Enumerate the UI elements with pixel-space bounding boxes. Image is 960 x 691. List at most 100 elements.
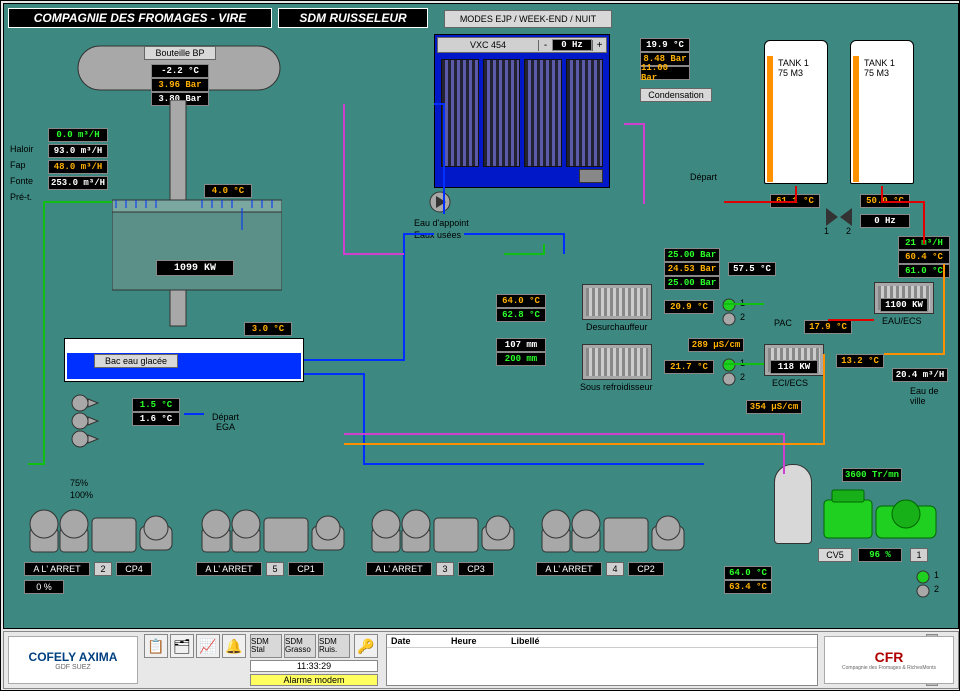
- eci-flow: 20.4 m³/H: [892, 368, 948, 382]
- vxc-pump-icon: [428, 190, 452, 214]
- cv5-name: CV5: [818, 548, 852, 562]
- cv5-pct: 96 %: [858, 548, 902, 562]
- pump-pair-4-icon: [722, 372, 738, 386]
- cv5-rpm: 3600 Tr/mn: [842, 468, 902, 482]
- vxc-hz: 0 Hz: [552, 39, 592, 51]
- cp1-num[interactable]: 5: [266, 562, 284, 576]
- right-t1: 60.4 °C: [898, 250, 950, 264]
- cp4-num[interactable]: 2: [94, 562, 112, 576]
- cp3-status: A L' ARRET: [366, 562, 432, 576]
- pump-pair-1-icon: [722, 298, 738, 312]
- mode-button[interactable]: MODES EJP / WEEK-END / NUIT: [444, 10, 612, 28]
- toolbar-alarm-icon[interactable]: 🔔: [222, 634, 246, 658]
- tank1-temp: 61.1 °C: [770, 194, 820, 208]
- sous-temp: 21.7 °C: [664, 360, 714, 374]
- cp4-pct: 0 %: [24, 580, 64, 594]
- mid-bar3: 25.00 Bar: [664, 276, 720, 290]
- cv5-p1-num: 1: [934, 570, 939, 580]
- sdm-grasso-button[interactable]: SDM Grasso: [284, 634, 316, 658]
- main-power: 1099 KW: [156, 260, 234, 276]
- cv5-pump2-icon: [916, 584, 932, 598]
- cp1-status: A L' ARRET: [196, 562, 262, 576]
- mid-t628: 62.8 °C: [496, 308, 546, 322]
- desur-temp: 20.9 °C: [664, 300, 714, 314]
- sdm-ruis-button[interactable]: SDM Ruis.: [318, 634, 350, 658]
- cv5-t2: 63.4 °C: [724, 580, 772, 594]
- right-t2: 61.0 °C: [898, 264, 950, 278]
- vxc-plus[interactable]: +: [592, 40, 606, 51]
- cond2: 354 µS/cm: [746, 400, 802, 414]
- pump-pair-1-num: 1: [740, 298, 745, 308]
- fap-label: Fap: [10, 160, 26, 170]
- compressor-cv5: [822, 486, 942, 544]
- col-libelle: Libellé: [507, 635, 817, 647]
- ville-label: Eau de ville: [910, 386, 939, 406]
- bouteille-bp-label: Bouteille BP: [144, 46, 216, 60]
- logo-cofely: COFELY AXIMA GDF SUEZ: [8, 636, 138, 684]
- pump-pair-4-num: 2: [740, 372, 745, 382]
- pump-t1: 1.5 °C: [132, 398, 180, 412]
- pump-t2: 1.6 °C: [132, 412, 180, 426]
- col-heure: Heure: [447, 635, 507, 647]
- pac-label: PAC: [774, 318, 792, 328]
- condensation-button[interactable]: Condensation: [640, 88, 712, 102]
- cv5-pump1-icon: [916, 570, 932, 584]
- pump-pair-2-num: 2: [740, 312, 745, 322]
- cv5-t1: 64.0 °C: [724, 566, 772, 580]
- vxc-top-temp: 19.9 °C: [640, 38, 690, 52]
- desur-label: Desurchauffeur: [586, 322, 647, 332]
- sous-label: Sous refroidisseur: [580, 382, 653, 392]
- mid-mm2: 200 mm: [496, 352, 546, 366]
- header-title-mid: SDM RUISSELEUR: [278, 8, 428, 28]
- pump-triplet-icon: [68, 394, 114, 448]
- eci-temp: 13.2 °C: [836, 354, 884, 368]
- mid-t64: 64.0 °C: [496, 294, 546, 308]
- tank2-label: TANK 1 75 M3: [864, 58, 895, 78]
- compressor-cp1: [200, 498, 350, 558]
- pump-pair-3-num: 1: [740, 358, 745, 368]
- compressor-cp2: [540, 498, 690, 558]
- tank1-label: TANK 1 75 M3: [778, 58, 809, 78]
- compressor-cp3: [370, 498, 520, 558]
- vxc-minus[interactable]: -: [538, 40, 552, 51]
- depart-label: Départ: [690, 172, 717, 182]
- pump-pair-2-icon: [722, 312, 738, 326]
- fonte-label: Fonte: [10, 176, 33, 186]
- eau-kw: 1100 KW: [880, 298, 928, 312]
- fonte-flow: 253.0 m³/H: [48, 176, 108, 190]
- vxc-top-bar2: 11.00 Bar: [640, 66, 690, 80]
- sdm-stal-button[interactable]: SDM Stal: [250, 634, 282, 658]
- toolbar-list-icon[interactable]: 📋: [144, 634, 168, 658]
- log-table: Date Heure Libellé: [386, 634, 818, 686]
- eci-kw: 118 KW: [770, 360, 818, 374]
- toolbar-chart-icon[interactable]: 📈: [196, 634, 220, 658]
- desurchauffeur-hx: [582, 284, 652, 320]
- eau-label: EAU/ECS: [882, 316, 922, 326]
- cp1-name: CP1: [288, 562, 324, 576]
- cp4-status: A L' ARRET: [24, 562, 90, 576]
- sousrefroid-hx: [582, 344, 652, 380]
- haloir-top-flow: 0.0 m³/H: [48, 128, 108, 142]
- pct-75: 75%: [70, 478, 88, 488]
- cv5-num[interactable]: 1: [910, 548, 928, 562]
- clock: 11:33:29: [250, 660, 378, 672]
- toolbar-key-icon[interactable]: 🔑: [354, 634, 378, 658]
- fap-flow: 48.0 m³/H: [48, 160, 108, 174]
- toolbar-layers-icon[interactable]: 🗂: [170, 634, 194, 658]
- cp2-num[interactable]: 4: [606, 562, 624, 576]
- pac-temp: 17.9 °C: [804, 320, 852, 334]
- header-title-left: COMPAGNIE DES FROMAGES - VIRE: [8, 8, 272, 28]
- bouteille-temp: -2.2 °C: [151, 64, 209, 78]
- tanks-hz: 0 Hz: [860, 214, 910, 228]
- cv5-p2-num: 2: [934, 584, 939, 594]
- bac-label: Bac eau glacée: [94, 354, 178, 368]
- right-flow: 21 m³/H: [898, 236, 950, 250]
- alarm-text: Alarme modem: [250, 674, 378, 686]
- cp3-num[interactable]: 3: [436, 562, 454, 576]
- mid-mm1: 107 mm: [496, 338, 546, 352]
- cv5-receiver: [774, 464, 812, 544]
- cond1: 289 µS/cm: [688, 338, 744, 352]
- eci-label: ECI/ECS: [772, 378, 808, 388]
- cp3-name: CP3: [458, 562, 494, 576]
- main-cooler-vessel: [112, 100, 282, 330]
